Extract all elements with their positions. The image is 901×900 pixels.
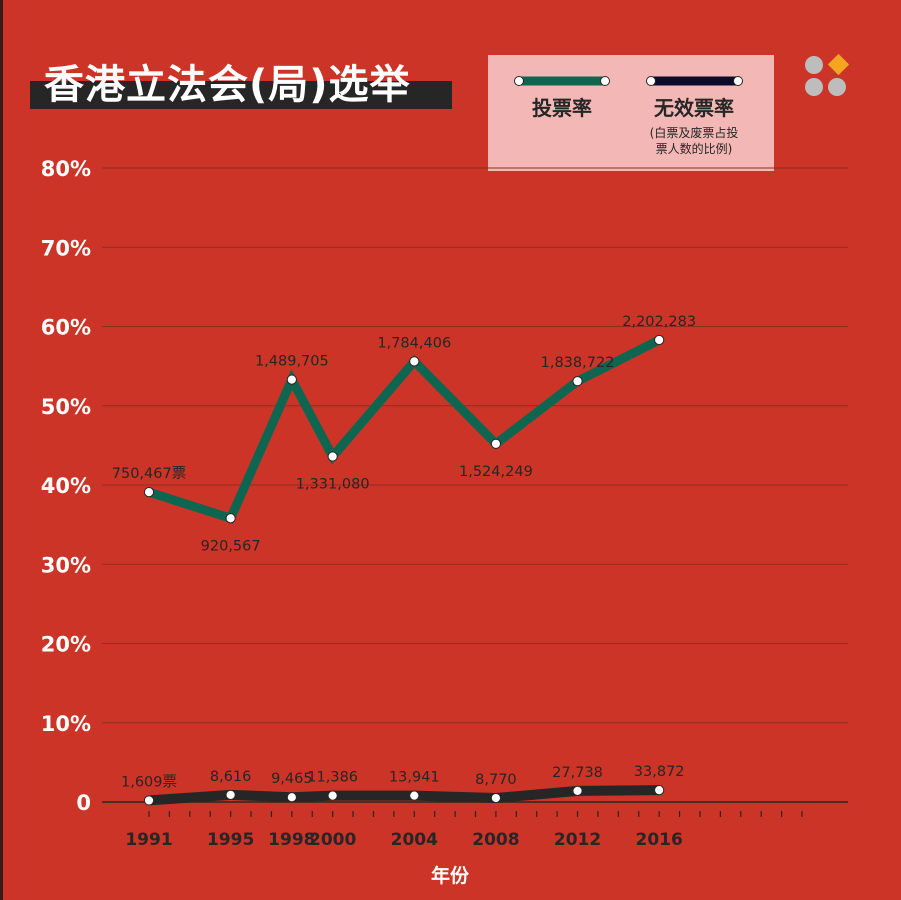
x-tick-label: 1991 (125, 830, 172, 850)
data-label: 750,467票 (112, 466, 186, 482)
data-label: 1,489,705 (255, 354, 329, 370)
y-tick-label: 20% (41, 633, 91, 657)
data-label: 1,331,080 (296, 476, 370, 492)
x-tick-label: 1998 (268, 830, 315, 850)
y-tick-label: 40% (41, 474, 91, 498)
legend-turnout: 投票率 (514, 76, 610, 120)
turnout-line (147, 335, 662, 524)
series: 750,467票 920,567 1,489,705 1,331,080 1,784,4… (112, 314, 696, 806)
data-label: 8,616 (210, 769, 252, 785)
x-tick-label: 2000 (309, 830, 356, 850)
data-label: 2,202,283 (622, 314, 696, 330)
y-tick-label: 70% (41, 236, 91, 260)
data-point (572, 376, 583, 387)
legend-invalid-dot-left (646, 76, 656, 86)
logo-diamond (827, 53, 850, 76)
x-tick-label: 2016 (635, 830, 682, 850)
chart-title: 香港立法会(局)选举 (44, 62, 411, 108)
data-label: 27,738 (552, 765, 603, 781)
data-label: 8,770 (475, 772, 517, 788)
x-axis-title: 年份 (431, 864, 470, 887)
data-point (143, 795, 155, 806)
y-tick-label: 30% (41, 553, 91, 577)
data-point (225, 789, 236, 800)
turnout-series: 750,467票 920,567 1,489,705 1,331,080 1,784,4… (112, 314, 696, 554)
data-point (143, 487, 155, 498)
data-label: 1,524,249 (459, 464, 533, 480)
legend-invalid: 无效票率 (白票及废票占投 票人数的比例) (646, 76, 743, 156)
legend-graphic: 投票率 无效票率 (白票及废票占投 票人数的比例) (514, 76, 743, 156)
left-border (0, 0, 3, 900)
data-point (572, 785, 583, 797)
legend-turnout-dot-left (514, 76, 524, 86)
data-label: 1,784,406 (377, 335, 451, 351)
data-point (327, 790, 338, 801)
title-underline-bar (30, 81, 452, 109)
data-label: 11,386 (307, 770, 358, 786)
legend-turnout-label: 投票率 (532, 96, 592, 120)
legend: 投票率 无效票率 (白票及废票占投 票人数的比例) (488, 55, 774, 171)
data-point (409, 790, 420, 801)
data-label: 1,609票 (121, 774, 177, 790)
data-point (327, 451, 338, 462)
data-point (490, 792, 502, 804)
logo-graphic (805, 53, 850, 96)
four-dots-logo-icon (800, 52, 850, 98)
data-point (654, 785, 665, 796)
legend-turnout-dot-right (600, 76, 610, 86)
y-tick-label: 80% (41, 157, 91, 181)
legend-invalid-note-line2: 票人数的比例) (656, 141, 733, 156)
data-point (225, 513, 236, 524)
logo-dot-bottom-right (828, 78, 846, 96)
x-tick-label: 1995 (207, 830, 254, 850)
y-tick-label: 10% (41, 712, 91, 736)
x-tick-label: 2008 (472, 830, 519, 850)
data-point (286, 792, 297, 803)
invalid-line (148, 785, 660, 806)
y-axis: 0 10% 20% 30% 40% 50% 60% 70% 80% (41, 157, 91, 815)
x-tick-label: 2012 (554, 830, 601, 850)
x-tick-label: 2004 (391, 830, 438, 850)
data-label: 9,465 (271, 771, 313, 787)
grid (102, 167, 848, 724)
data-point (286, 374, 297, 385)
logo-dot-top-left (805, 56, 823, 74)
y-tick-label: 0 (76, 791, 91, 815)
data-label: 1,838,722 (541, 355, 615, 371)
legend-invalid-note-line1: (白票及废票占投 (650, 125, 739, 140)
legend-invalid-dot-right (733, 76, 743, 86)
y-tick-label: 60% (41, 316, 91, 340)
data-label: 33,872 (634, 764, 685, 780)
data-label: 13,941 (389, 770, 440, 786)
y-tick-label: 50% (41, 395, 91, 419)
logo-dot-bottom-left (805, 78, 823, 96)
data-point (490, 438, 502, 449)
data-label: 920,567 (201, 538, 261, 554)
data-point (654, 334, 665, 346)
legend-invalid-label: 无效票率 (654, 96, 734, 120)
data-point (409, 356, 420, 367)
